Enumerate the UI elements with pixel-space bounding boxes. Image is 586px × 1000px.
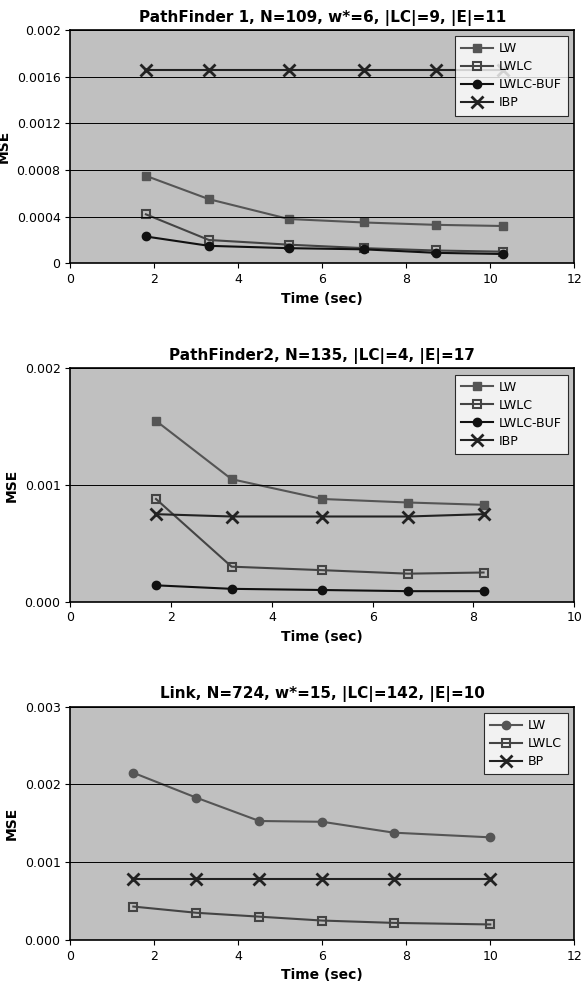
IBP bbox=[499, 64, 506, 76]
LW bbox=[319, 493, 326, 505]
LWLC-BUF bbox=[404, 585, 411, 597]
Line: LWLC: LWLC bbox=[142, 210, 507, 256]
LWLC bbox=[432, 244, 439, 256]
LW bbox=[361, 216, 368, 228]
LW bbox=[404, 497, 411, 508]
IBP bbox=[432, 64, 439, 76]
IBP bbox=[228, 510, 235, 522]
LWLC-BUF bbox=[432, 247, 439, 259]
Title: Link, N=724, w*=15, |LC|=142, |E|=10: Link, N=724, w*=15, |LC|=142, |E|=10 bbox=[160, 686, 485, 702]
LWLC-BUF bbox=[205, 240, 212, 252]
LWLC bbox=[319, 564, 326, 576]
Title: PathFinder2, N=135, |LC|=4, |E|=17: PathFinder2, N=135, |LC|=4, |E|=17 bbox=[169, 348, 475, 364]
Line: LW: LW bbox=[152, 417, 488, 509]
X-axis label: Time (sec): Time (sec) bbox=[281, 292, 363, 306]
X-axis label: Time (sec): Time (sec) bbox=[281, 968, 363, 982]
IBP bbox=[152, 508, 159, 520]
LW bbox=[319, 816, 326, 828]
Title: PathFinder 1, N=109, w*=6, |LC|=9, |E|=11: PathFinder 1, N=109, w*=6, |LC|=9, |E|=1… bbox=[139, 10, 506, 26]
LWLC bbox=[499, 246, 506, 258]
LWLC bbox=[130, 901, 137, 913]
Line: LW: LW bbox=[142, 172, 507, 230]
BP bbox=[319, 873, 326, 885]
LW bbox=[487, 831, 494, 843]
LWLC-BUF bbox=[142, 230, 149, 242]
LWLC-BUF bbox=[285, 242, 292, 254]
LW bbox=[255, 815, 263, 827]
LWLC bbox=[152, 493, 159, 505]
LWLC bbox=[361, 242, 368, 254]
LW bbox=[193, 792, 200, 804]
IBP bbox=[480, 508, 487, 520]
Line: LWLC-BUF: LWLC-BUF bbox=[142, 232, 507, 258]
LWLC bbox=[205, 234, 212, 246]
IBP bbox=[285, 64, 292, 76]
LWLC-BUF bbox=[152, 579, 159, 591]
LW bbox=[432, 219, 439, 231]
Line: IBP: IBP bbox=[151, 509, 489, 522]
BP bbox=[130, 873, 137, 885]
LWLC bbox=[480, 566, 487, 578]
LWLC bbox=[285, 239, 292, 251]
LWLC bbox=[404, 568, 411, 580]
LWLC bbox=[255, 911, 263, 923]
LWLC-BUF bbox=[480, 585, 487, 597]
IBP bbox=[205, 64, 212, 76]
Line: BP: BP bbox=[128, 874, 496, 885]
LWLC bbox=[487, 918, 494, 930]
LW bbox=[499, 220, 506, 232]
LW bbox=[152, 415, 159, 427]
LW bbox=[390, 827, 397, 839]
Legend: LW, LWLC, LWLC-BUF, IBP: LW, LWLC, LWLC-BUF, IBP bbox=[455, 36, 568, 116]
Line: LW: LW bbox=[129, 769, 495, 841]
Line: LWLC-BUF: LWLC-BUF bbox=[152, 581, 488, 595]
LW bbox=[228, 473, 235, 485]
IBP bbox=[319, 510, 326, 522]
LW bbox=[142, 170, 149, 182]
IBP bbox=[142, 64, 149, 76]
Line: LWLC: LWLC bbox=[152, 495, 488, 578]
Y-axis label: MSE: MSE bbox=[0, 130, 11, 163]
IBP bbox=[361, 64, 368, 76]
Legend: LW, LWLC, BP: LW, LWLC, BP bbox=[484, 713, 568, 774]
BP bbox=[487, 873, 494, 885]
BP bbox=[390, 873, 397, 885]
LWLC-BUF bbox=[499, 248, 506, 260]
LWLC bbox=[228, 561, 235, 573]
Line: IBP: IBP bbox=[141, 64, 509, 75]
LW bbox=[285, 213, 292, 225]
LWLC-BUF bbox=[361, 243, 368, 255]
LW bbox=[480, 499, 487, 511]
LWLC bbox=[142, 208, 149, 220]
Legend: LW, LWLC, LWLC-BUF, IBP: LW, LWLC, LWLC-BUF, IBP bbox=[455, 375, 568, 454]
LWLC-BUF bbox=[319, 584, 326, 596]
LW bbox=[130, 767, 137, 779]
LWLC bbox=[390, 917, 397, 929]
LW bbox=[205, 193, 212, 205]
Y-axis label: MSE: MSE bbox=[5, 468, 19, 502]
LWLC bbox=[319, 915, 326, 927]
IBP bbox=[404, 510, 411, 522]
LWLC bbox=[193, 907, 200, 919]
Y-axis label: MSE: MSE bbox=[5, 807, 19, 840]
BP bbox=[255, 873, 263, 885]
X-axis label: Time (sec): Time (sec) bbox=[281, 630, 363, 644]
BP bbox=[193, 873, 200, 885]
Line: LWLC: LWLC bbox=[129, 902, 495, 929]
LWLC-BUF bbox=[228, 583, 235, 595]
